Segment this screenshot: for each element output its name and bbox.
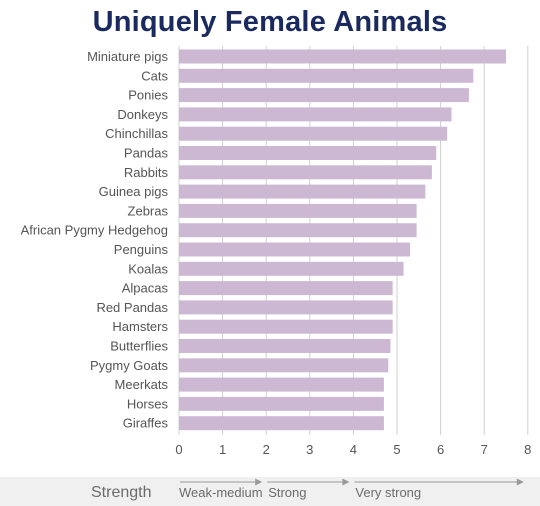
category-label: Chinchillas bbox=[105, 126, 168, 141]
category-label: Hamsters bbox=[112, 319, 168, 334]
arrow-head-icon bbox=[255, 478, 263, 486]
category-label: Alpacas bbox=[122, 281, 169, 296]
bar bbox=[179, 107, 452, 122]
category-label: Cats bbox=[141, 68, 168, 83]
bar bbox=[179, 203, 417, 218]
category-label: Guinea pigs bbox=[99, 184, 169, 199]
bar bbox=[179, 281, 393, 296]
x-tick-label: 0 bbox=[175, 442, 182, 457]
category-label: Zebras bbox=[128, 203, 169, 218]
category-label: Pandas bbox=[124, 146, 169, 161]
x-tick-label: 8 bbox=[524, 442, 531, 457]
strength-band-label: Weak-medium bbox=[179, 485, 263, 500]
strength-legend: Strength Weak-medium Strong Very strong bbox=[0, 477, 540, 506]
category-label: Horses bbox=[127, 396, 169, 411]
bar bbox=[179, 396, 384, 411]
category-label: Meerkats bbox=[115, 377, 169, 392]
bars bbox=[179, 49, 506, 431]
category-label: Giraffes bbox=[123, 416, 169, 431]
x-tick-label: 1 bbox=[219, 442, 226, 457]
strength-label: Strength bbox=[91, 484, 151, 501]
bar bbox=[179, 68, 474, 83]
chart-title: Uniquely Female Animals bbox=[92, 6, 448, 38]
category-label: African Pygmy Hedgehog bbox=[21, 223, 168, 238]
category-label: Rabbits bbox=[124, 165, 169, 180]
category-label: Red Pandas bbox=[96, 300, 168, 315]
bar bbox=[179, 184, 426, 199]
x-tick-label: 5 bbox=[393, 442, 400, 457]
bar bbox=[179, 339, 391, 353]
arrow-head-icon bbox=[342, 478, 350, 486]
x-tick-label: 7 bbox=[481, 442, 488, 457]
category-label: Koalas bbox=[128, 261, 168, 276]
category-label: Donkeys bbox=[117, 107, 168, 122]
bar bbox=[179, 126, 448, 141]
bar bbox=[179, 319, 393, 334]
strength-band-label: Very strong bbox=[355, 485, 421, 500]
strength-band-label: Strong bbox=[268, 485, 306, 500]
category-label: Penguins bbox=[114, 242, 169, 257]
bar bbox=[179, 88, 469, 103]
bar bbox=[179, 49, 506, 64]
bar bbox=[179, 261, 404, 276]
category-label: Ponies bbox=[128, 88, 168, 103]
bar bbox=[179, 358, 389, 373]
bar bbox=[179, 242, 411, 257]
bar bbox=[179, 416, 384, 431]
x-tick-label: 3 bbox=[306, 442, 313, 457]
bar bbox=[179, 377, 384, 392]
grid-lines bbox=[178, 46, 529, 435]
bar bbox=[179, 300, 393, 315]
bar bbox=[179, 223, 417, 238]
x-tick-label: 6 bbox=[437, 442, 444, 457]
category-label: Miniature pigs bbox=[87, 49, 168, 64]
arrow-head-icon bbox=[516, 478, 524, 486]
category-labels: Miniature pigs Cats Ponies Donkeys Chinchill… bbox=[21, 49, 169, 431]
category-label: Butterflies bbox=[110, 339, 168, 354]
x-tick-label: 4 bbox=[350, 442, 357, 457]
bar bbox=[179, 165, 432, 180]
x-tick-labels: 0 1 2 3 4 5 6 7 8 bbox=[175, 442, 531, 457]
category-label: Pygmy Goats bbox=[90, 358, 169, 373]
x-tick-label: 2 bbox=[263, 442, 270, 457]
bar bbox=[179, 146, 437, 160]
